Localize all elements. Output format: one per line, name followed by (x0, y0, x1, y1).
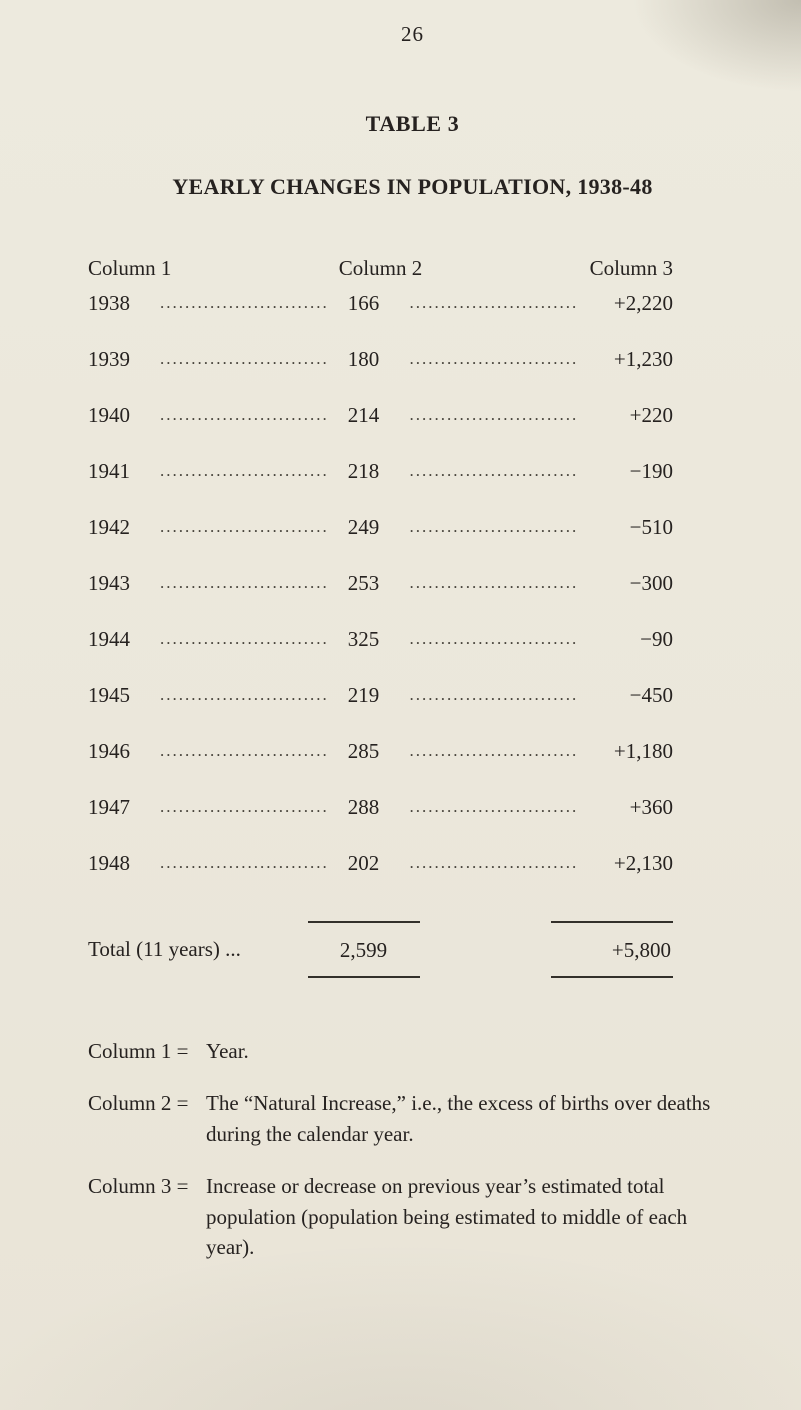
dot-leader (150, 685, 328, 705)
row-col2: 218 (347, 459, 380, 483)
row-col3: +360 (629, 795, 673, 819)
table-row: 1947 288 +360 (88, 795, 673, 851)
table-header-row: Column 1 Column 2 Column 3 (88, 256, 673, 281)
row-col3: +2,220 (613, 291, 673, 315)
dot-leader (400, 349, 578, 369)
footnote-label: Column 2 = (88, 1091, 189, 1116)
dot-leader (150, 741, 328, 761)
footnote-text: Increase or decrease on previous year’s … (206, 1174, 688, 1260)
footnote-label: Column 1 = (88, 1039, 189, 1063)
row-col2: 253 (347, 571, 380, 595)
table-row: 1941 218 −190 (88, 459, 673, 515)
row-year: 1943 (88, 571, 130, 595)
table-row: 1944 325 −90 (88, 627, 673, 683)
row-col3: +1,230 (613, 347, 673, 371)
dot-leader (400, 853, 578, 873)
dot-leader (400, 629, 578, 649)
table-row: 1938 166 +2,220 (88, 291, 673, 347)
footnote-label: Column 3 = (88, 1174, 189, 1199)
total-label: Total (11 years) ... (88, 937, 241, 961)
row-col2: 288 (347, 795, 380, 819)
dot-leader (150, 573, 328, 593)
footnote-text: Year. (206, 1039, 249, 1063)
footnotes: Column 1 = Year. Column 2 = The “Natural… (88, 1036, 720, 1263)
dot-leader (400, 517, 578, 537)
row-year: 1945 (88, 683, 130, 707)
dot-leader (400, 293, 578, 313)
row-col2: 219 (347, 683, 380, 707)
table-row: 1940 214 +220 (88, 403, 673, 459)
column-header-3: Column 3 (589, 256, 673, 280)
footnote-text: The “Natural Increase,” i.e., the excess… (206, 1091, 711, 1146)
dot-leader (150, 853, 328, 873)
row-col3: −90 (640, 627, 673, 651)
dot-leader (150, 797, 328, 817)
dot-leader (150, 629, 328, 649)
row-year: 1941 (88, 459, 130, 483)
row-col3: −300 (629, 571, 673, 595)
row-col3: +220 (629, 403, 673, 427)
row-col2: 325 (347, 627, 380, 651)
row-year: 1938 (88, 291, 130, 315)
row-col2: 180 (347, 347, 380, 371)
table-row: 1943 253 −300 (88, 571, 673, 627)
row-col3: −510 (629, 515, 673, 539)
dot-leader (150, 293, 328, 313)
table-row: 1939 180 +1,230 (88, 347, 673, 403)
dot-leader (400, 461, 578, 481)
table-row: 1945 219 −450 (88, 683, 673, 739)
dot-leader (400, 685, 578, 705)
table-body: 1938 166 +2,220 1939 180 +1,230 1940 214… (88, 291, 673, 907)
table-row: 1946 285 +1,180 (88, 739, 673, 795)
dot-leader (400, 573, 578, 593)
column-header-1: Column 1 (88, 256, 172, 280)
footnote: Column 3 = Increase or decrease on previ… (88, 1171, 720, 1262)
row-year: 1944 (88, 627, 130, 651)
dot-leader (400, 797, 578, 817)
page-number: 26 (401, 22, 424, 46)
total-row: Total (11 years) ... 2,599 +5,800 (88, 921, 673, 978)
row-col2: 249 (347, 515, 380, 539)
total-col3: +5,800 (551, 921, 673, 978)
row-col3: +2,130 (613, 851, 673, 875)
dot-leader (150, 461, 328, 481)
row-year: 1948 (88, 851, 130, 875)
row-year: 1939 (88, 347, 130, 371)
dot-leader (400, 741, 578, 761)
table-subtitle: YEARLY CHANGES IN POPULATION, 1938-48 (172, 174, 653, 199)
row-col3: −190 (629, 459, 673, 483)
row-year: 1946 (88, 739, 130, 763)
footnote: Column 2 = The “Natural Increase,” i.e.,… (88, 1088, 720, 1149)
row-col2: 166 (347, 291, 380, 315)
dot-leader (150, 349, 328, 369)
row-col3: +1,180 (613, 739, 673, 763)
table-row: 1948 202 +2,130 (88, 851, 673, 907)
row-col2: 214 (347, 403, 380, 427)
population-table: Column 1 Column 2 Column 3 1938 166 +2,2… (88, 256, 673, 978)
row-col2: 285 (347, 739, 380, 763)
dot-leader (150, 517, 328, 537)
dot-leader (400, 405, 578, 425)
row-col3: −450 (629, 683, 673, 707)
total-col2: 2,599 (307, 921, 420, 978)
dot-leader (150, 405, 328, 425)
row-year: 1940 (88, 403, 130, 427)
table-title: TABLE 3 (365, 111, 460, 136)
row-year: 1942 (88, 515, 130, 539)
column-header-2: Column 2 (338, 256, 423, 280)
footnote: Column 1 = Year. (88, 1036, 720, 1066)
row-col2: 202 (347, 851, 380, 875)
table-row: 1942 249 −510 (88, 515, 673, 571)
row-year: 1947 (88, 795, 130, 819)
